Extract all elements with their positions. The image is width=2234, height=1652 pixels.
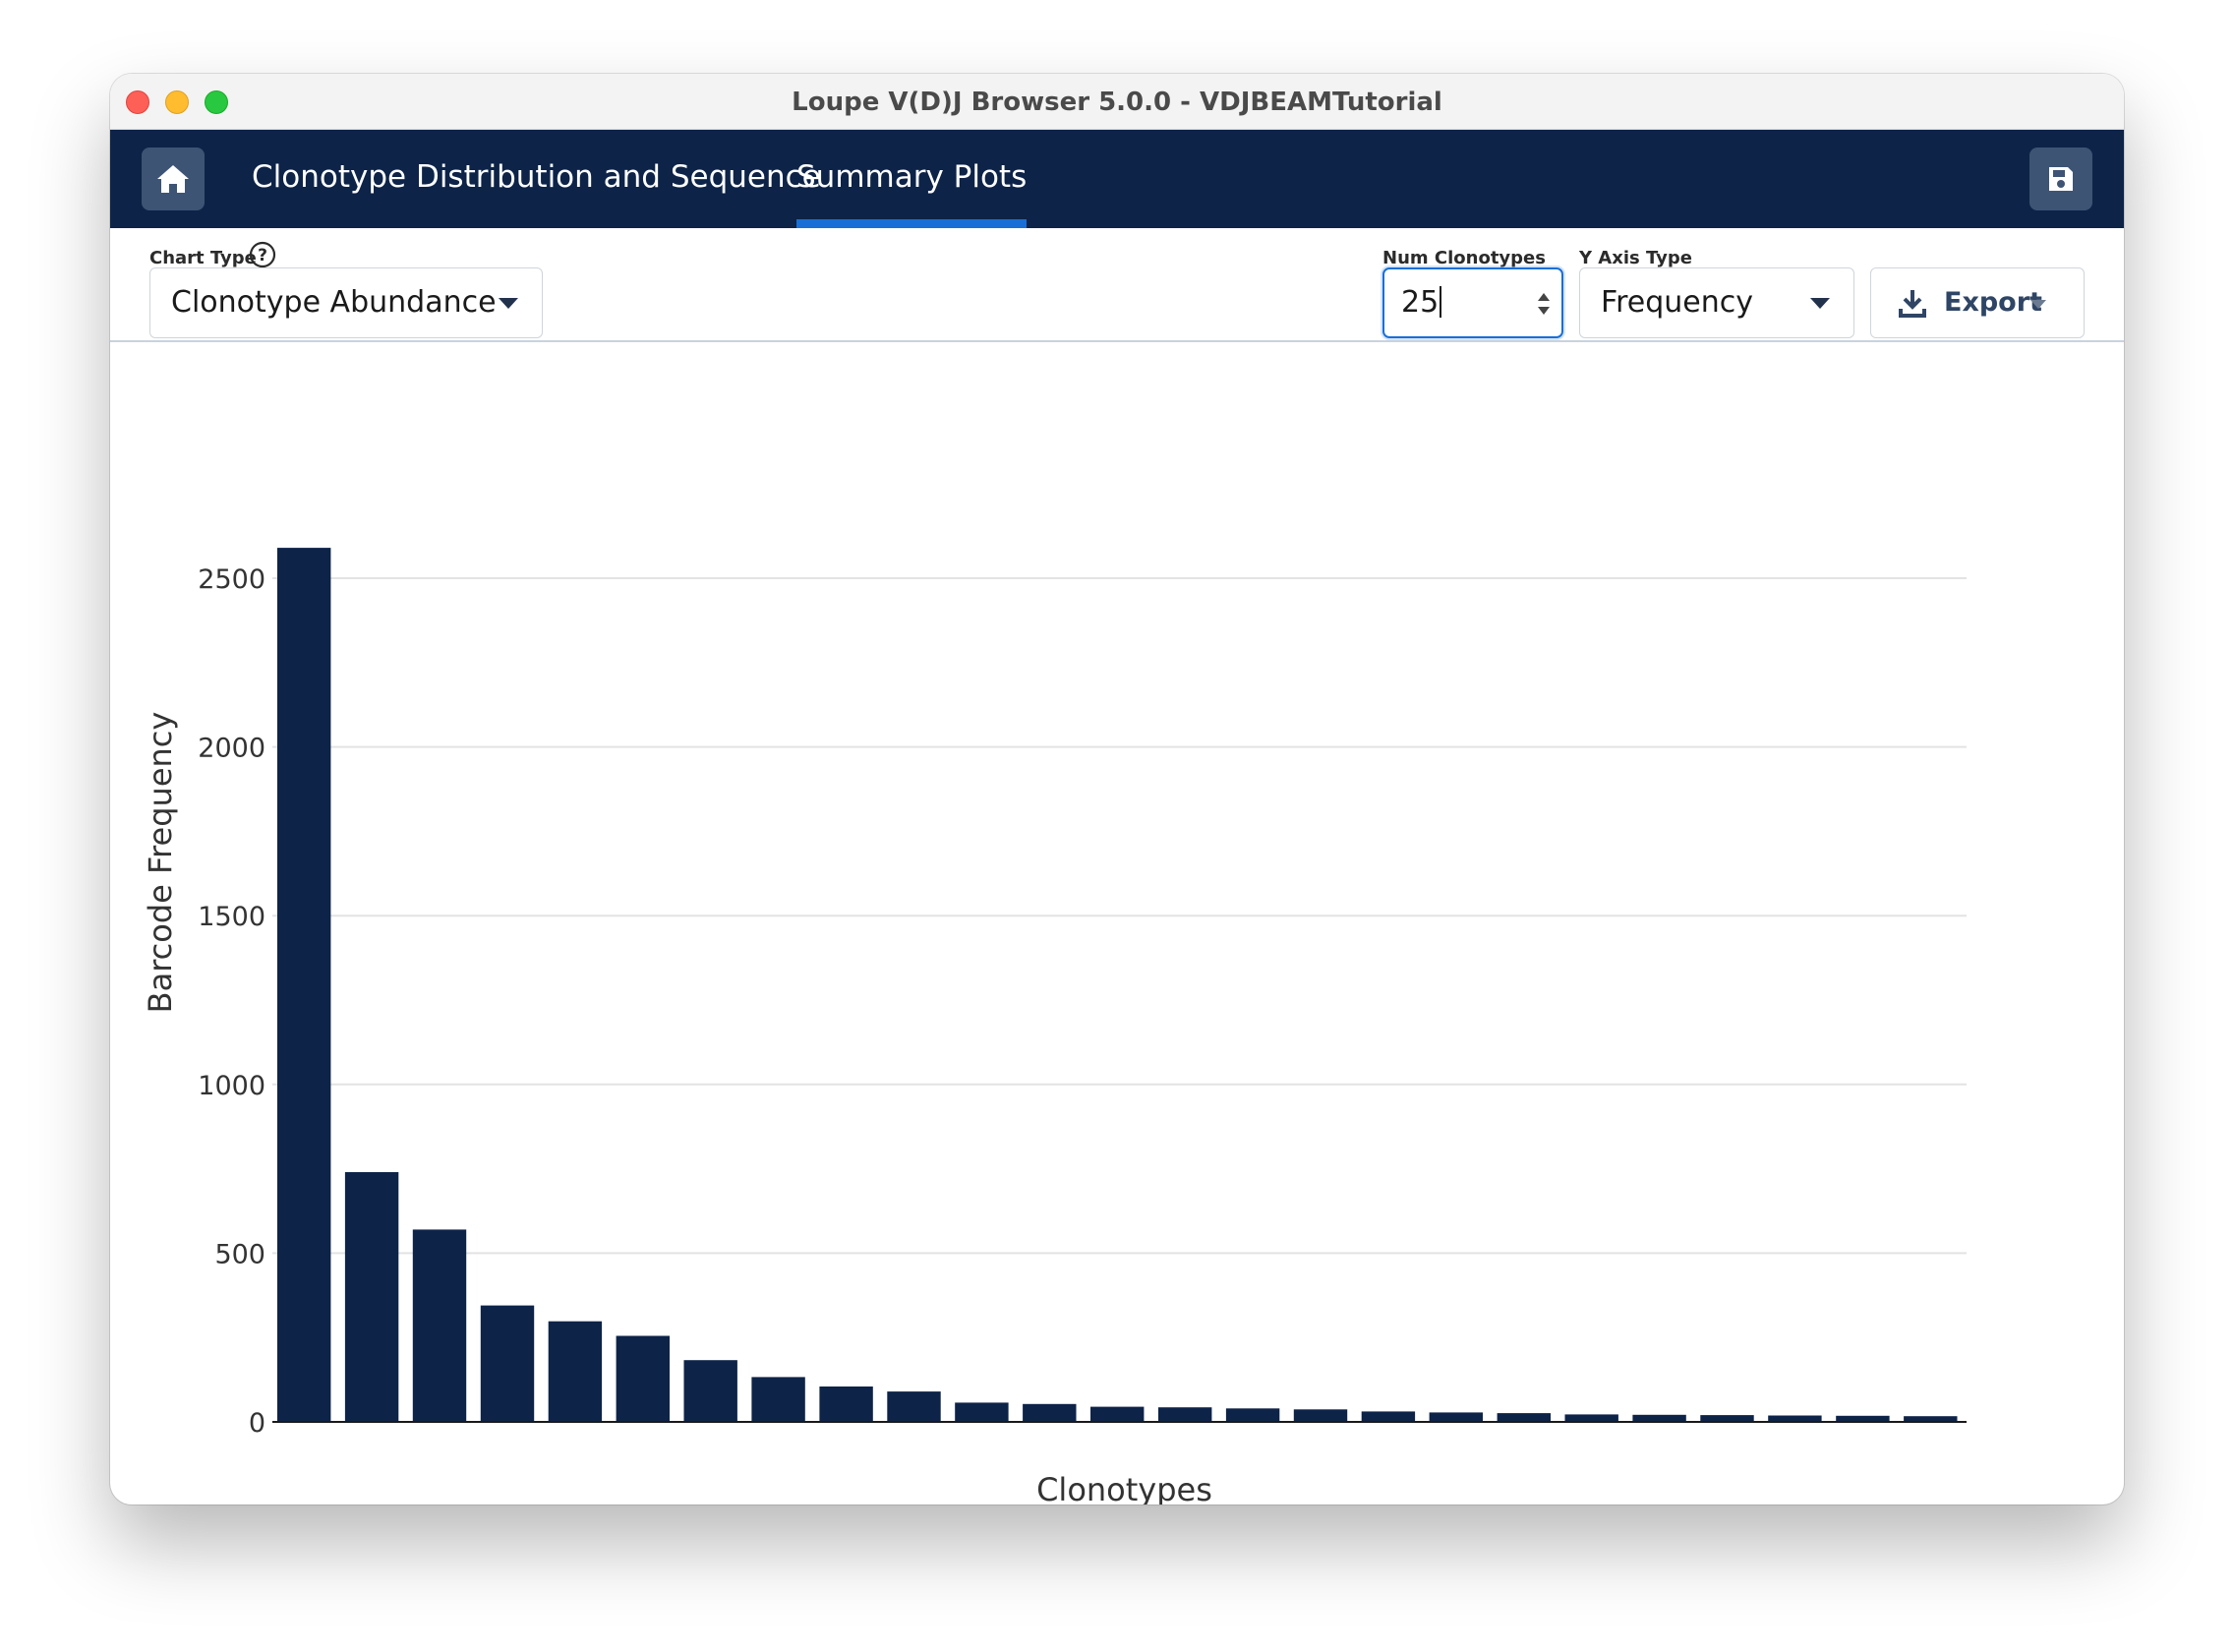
home-icon: [157, 165, 189, 193]
close-window-button[interactable]: [126, 90, 149, 114]
y-axis-ticks: 0 500 1000 1500 2000 2500: [198, 564, 265, 1439]
zoom-window-button[interactable]: [205, 90, 228, 114]
chevron-down-icon: [1810, 298, 1830, 309]
svg-text:?: ?: [258, 246, 267, 266]
export-button[interactable]: Export: [1870, 267, 2085, 338]
bar[interactable]: [1429, 1412, 1483, 1422]
chart-type-select[interactable]: Clonotype Abundance: [149, 267, 543, 338]
num-clonotypes-input[interactable]: 25: [1382, 267, 1563, 338]
bar[interactable]: [1361, 1411, 1416, 1422]
top-navbar: Clonotype Distribution and Sequence Summ…: [110, 130, 2124, 228]
y-tick-label: 1500: [198, 902, 265, 932]
bar[interactable]: [480, 1305, 535, 1422]
bar[interactable]: [1632, 1414, 1686, 1422]
bar[interactable]: [1158, 1407, 1212, 1422]
tab-clonotype-distribution[interactable]: Clonotype Distribution and Sequence: [252, 130, 821, 228]
stepper-arrows-icon[interactable]: [1536, 291, 1552, 317]
window-title: Loupe V(D)J Browser 5.0.0 - VDJBEAMTutor…: [792, 88, 1442, 117]
tab-summary-plots-label: Summary Plots: [796, 159, 1028, 195]
bar[interactable]: [1904, 1416, 1958, 1422]
bars: [277, 548, 1958, 1422]
bar[interactable]: [955, 1402, 1009, 1422]
bar[interactable]: [819, 1386, 873, 1422]
y-tick-label: 500: [214, 1239, 265, 1269]
abundance-bar-chart: 0 500 1000 1500 2000 2500 Clonotypes Barcode …: [142, 548, 1967, 1504]
home-button[interactable]: [142, 148, 205, 210]
app-window: Loupe V(D)J Browser 5.0.0 - VDJBEAMTutor…: [110, 74, 2124, 1504]
bar[interactable]: [1225, 1408, 1280, 1422]
x-axis-label: Clonotypes: [1036, 1471, 1212, 1504]
bar[interactable]: [751, 1377, 805, 1422]
bar[interactable]: [616, 1335, 670, 1423]
y-axis-label: Barcode Frequency: [142, 712, 179, 1014]
num-clonotypes-value: 25: [1401, 285, 1440, 320]
text-cursor: [1440, 286, 1442, 318]
chart-type-label: Chart Type: [149, 248, 257, 268]
y-axis-type-label: Y Axis Type: [1579, 248, 1692, 268]
controls-toolbar: Chart Type ? Clonotype Abundance Num Clo…: [110, 228, 2124, 342]
num-clonotypes-label: Num Clonotypes: [1382, 248, 1546, 268]
bar[interactable]: [1564, 1414, 1618, 1422]
bar[interactable]: [1836, 1415, 1890, 1422]
bar[interactable]: [1293, 1409, 1348, 1422]
y-tick-label: 1000: [198, 1071, 265, 1101]
save-button[interactable]: [2029, 148, 2092, 210]
bar[interactable]: [1768, 1415, 1822, 1423]
chevron-down-icon: [499, 298, 518, 309]
question-circle-icon[interactable]: ?: [249, 241, 276, 268]
download-icon: [1899, 290, 1926, 318]
bar[interactable]: [1497, 1413, 1551, 1422]
y-tick-label: 0: [249, 1408, 265, 1439]
bar[interactable]: [887, 1391, 941, 1422]
y-axis-type-value: Frequency: [1601, 285, 1753, 320]
plot-area: 0 500 1000 1500 2000 2500 Clonotypes Barcode …: [110, 342, 2124, 1504]
tab-clonotype-distribution-label: Clonotype Distribution and Sequence: [252, 159, 821, 195]
tab-summary-plots[interactable]: Summary Plots: [796, 130, 1028, 228]
bar[interactable]: [412, 1229, 467, 1422]
y-tick-label: 2500: [198, 564, 265, 595]
bar[interactable]: [344, 1172, 399, 1422]
bar[interactable]: [548, 1321, 603, 1422]
bar[interactable]: [1700, 1415, 1754, 1422]
bar[interactable]: [683, 1360, 737, 1422]
y-axis-type-select[interactable]: Frequency: [1579, 267, 1854, 338]
minimize-window-button[interactable]: [165, 90, 189, 114]
chevron-down-icon: [2030, 300, 2046, 309]
bar[interactable]: [1090, 1406, 1145, 1422]
save-icon: [2049, 167, 2073, 191]
title-bar: Loupe V(D)J Browser 5.0.0 - VDJBEAMTutor…: [110, 74, 2124, 130]
grid-lines: [272, 577, 1967, 1255]
bar[interactable]: [1023, 1403, 1077, 1422]
bar[interactable]: [277, 548, 331, 1422]
active-tab-indicator: [796, 219, 1028, 228]
chart-type-value: Clonotype Abundance: [171, 285, 497, 320]
export-label: Export: [1944, 287, 2042, 318]
y-tick-label: 2000: [198, 734, 265, 764]
